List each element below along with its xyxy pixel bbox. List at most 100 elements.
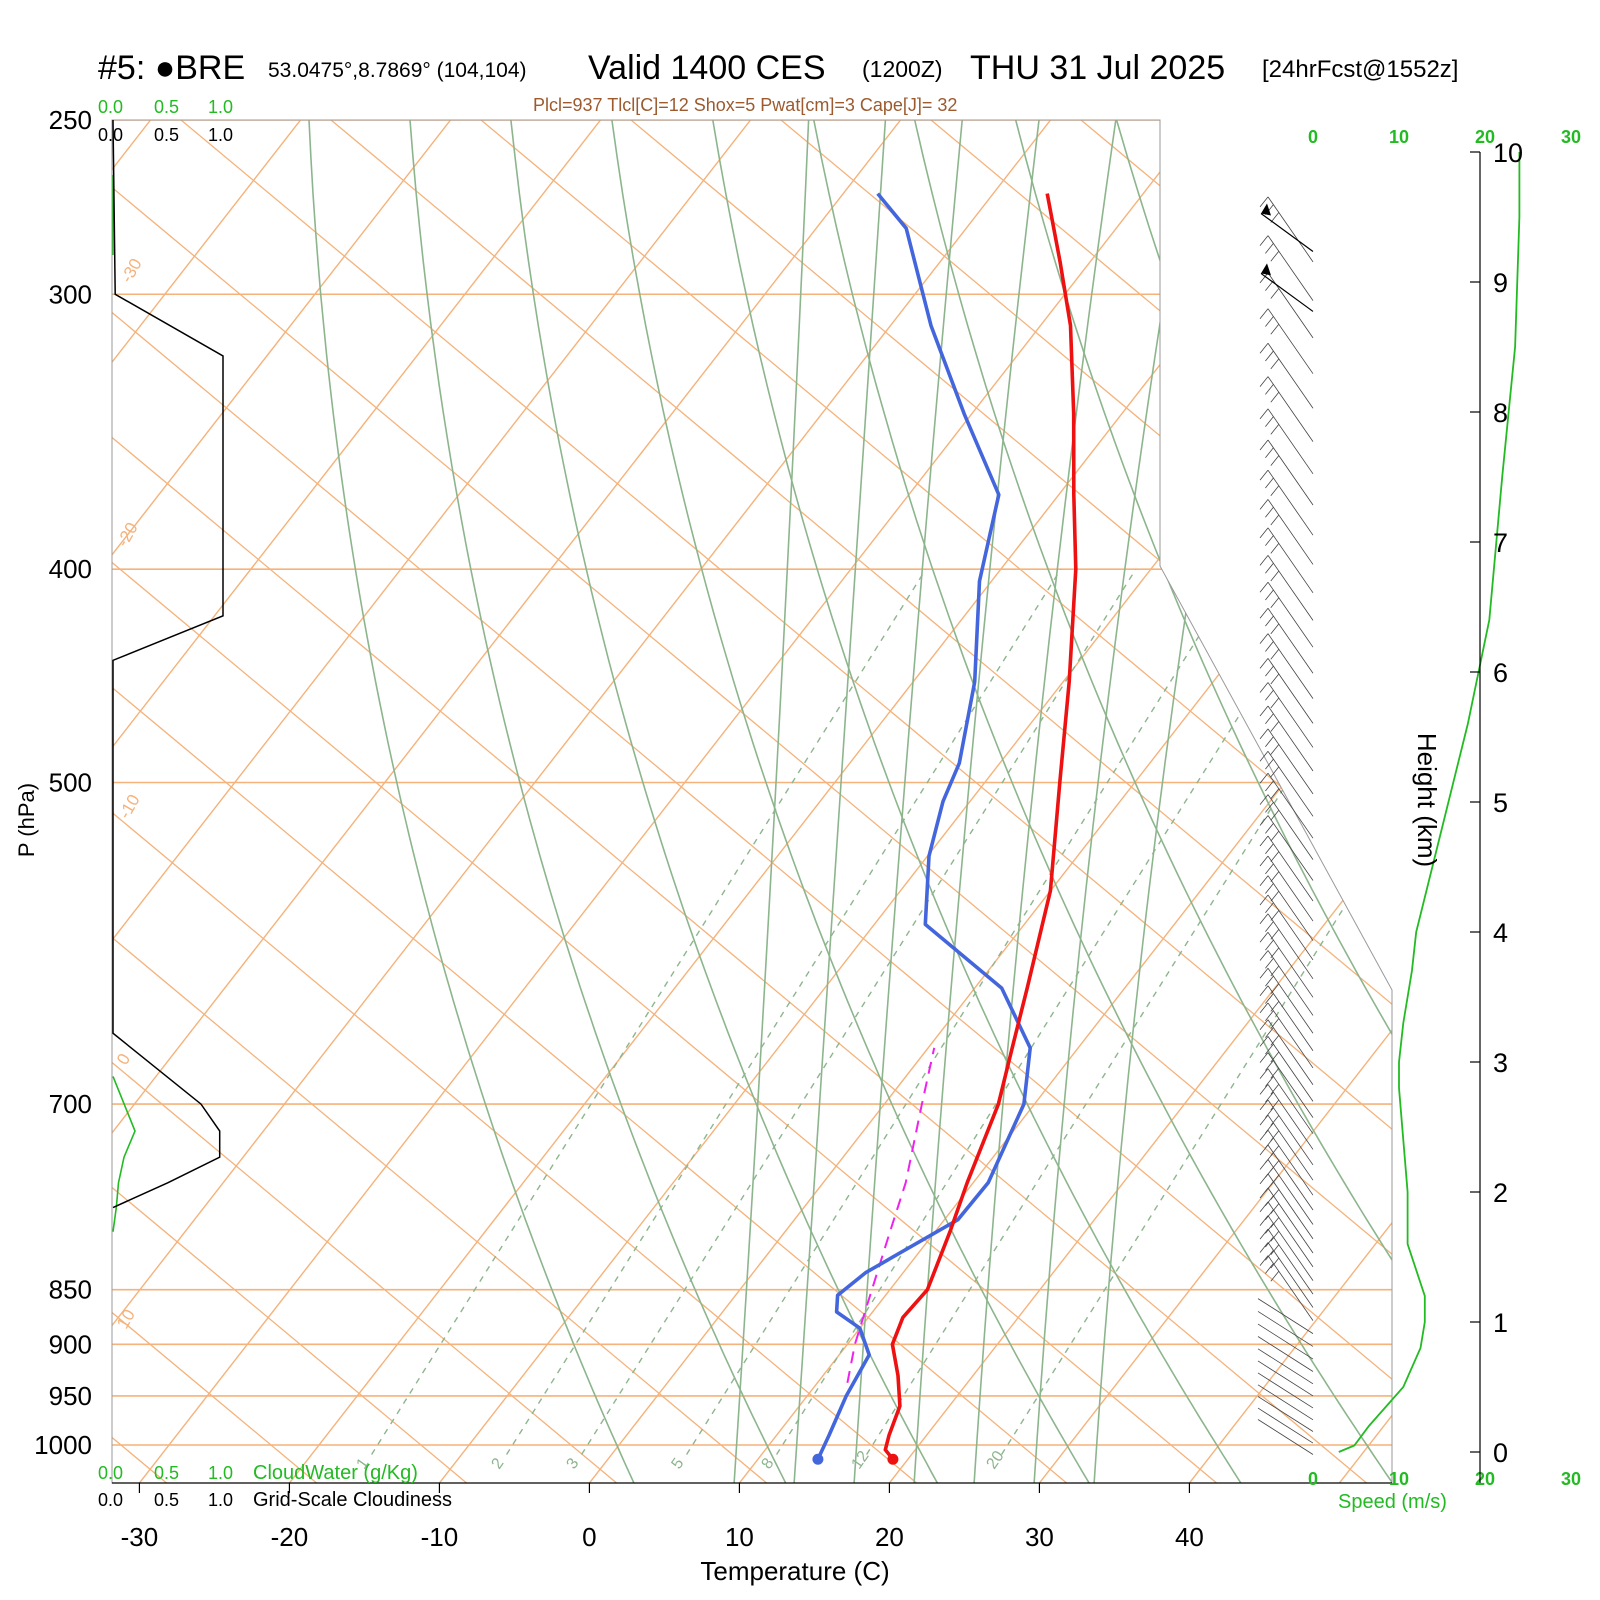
wind-barb-feather	[1259, 1068, 1269, 1079]
cloudiness-bottom-tick-0: 0.0	[98, 1490, 123, 1510]
wind-barb-feather	[1270, 965, 1280, 977]
wind-barb	[1259, 794, 1314, 860]
wind-barb-staff	[1267, 408, 1314, 475]
wind-barb-feather	[1265, 535, 1274, 546]
dry-adiabat-293	[506, 120, 943, 1483]
temperature-line	[883, 193, 1078, 1461]
moist-adiabat-24	[973, 120, 1117, 1483]
wind-barb-feather	[1270, 1068, 1280, 1079]
isotherm-0	[582, 120, 1392, 1483]
mixing-ratio-label-2: 2	[488, 1455, 507, 1472]
wind-barb-staff	[1267, 1019, 1314, 1086]
wind-barb-feather	[1270, 648, 1280, 660]
wind-barb-feather	[1265, 416, 1274, 427]
wind-barb-feather	[1270, 1217, 1280, 1228]
pressure-tick-850: 850	[49, 1275, 92, 1305]
wind-barb-feather	[1270, 1115, 1280, 1126]
wind-barb-staff	[1267, 932, 1314, 998]
isotherm--90	[112, 120, 468, 1483]
wind-barb-feather	[1270, 983, 1280, 995]
cloud-water-bottom-tick-0: 0.0	[98, 1463, 123, 1483]
pressure-tick-900: 900	[49, 1329, 92, 1359]
moist-adiabat-20	[913, 120, 1040, 1483]
wind-barb	[1259, 343, 1314, 409]
wind-barb-feather	[1270, 455, 1280, 466]
wind-barb-staff	[1257, 1396, 1314, 1432]
wind-barb	[1259, 1228, 1314, 1295]
wind-barb-feather	[1259, 1255, 1269, 1266]
wind-barb	[1259, 235, 1314, 301]
wind-barb	[1257, 1384, 1314, 1421]
wind-barb-staff	[1267, 581, 1314, 648]
wind-barb-feather	[1259, 950, 1269, 961]
wind-barb	[1259, 835, 1314, 902]
wind-barb-feather	[1259, 1114, 1269, 1126]
wind-barb-feather	[1270, 910, 1280, 921]
wind-barb	[1259, 751, 1314, 817]
wind-barb-feather	[1265, 562, 1274, 574]
profile-layer	[812, 192, 1078, 1465]
wind-barb-feather	[1265, 350, 1274, 362]
wind-barb-feather	[1270, 929, 1280, 940]
wind-barb-feather	[1270, 1099, 1280, 1111]
wind-barb-feather	[1270, 485, 1280, 497]
wind-barb-feather	[1265, 780, 1274, 792]
dry-adiabat-363	[1204, 120, 1392, 1483]
wind-barb-staff	[1267, 751, 1314, 817]
isotherm-50	[1332, 120, 1392, 1483]
wind-barb-staff	[1267, 376, 1314, 442]
wind-barb-feather	[1265, 1122, 1274, 1134]
dewpoint-line	[816, 192, 1032, 1460]
speed-bottom-tick-30: 30	[1561, 1469, 1581, 1489]
wind-speed-line	[1338, 152, 1521, 1453]
wind-barb-feather	[1259, 968, 1269, 979]
wind-barb	[1259, 1068, 1314, 1134]
wind-barb-feather	[1270, 1051, 1280, 1063]
wind-barb-staff	[1267, 682, 1314, 748]
wind-barb-feather	[1265, 447, 1274, 459]
wind-barb-staff	[1267, 815, 1314, 881]
wind-barb-feather	[1265, 1076, 1274, 1087]
station-label: #5: ●BRE	[98, 49, 245, 87]
pressure-tick-250: 250	[49, 105, 92, 135]
temperature-axis: -30 -20 -10 0 10 20 30 40	[121, 1483, 1204, 1552]
height-tick-2: 2	[1493, 1178, 1508, 1208]
wind-barb-feather	[1265, 713, 1274, 725]
height-tick-5: 5	[1493, 788, 1508, 818]
wind-barb-staff	[1267, 1228, 1314, 1295]
wind-barb-staff	[1267, 794, 1314, 860]
wind-barb-staff	[1257, 1298, 1314, 1334]
wind-barb-staff	[1267, 950, 1314, 1016]
wind-barb-feather	[1259, 581, 1269, 593]
moist-adiabat-32	[1093, 120, 1271, 1483]
cloudiness-top-tick-2: 1.0	[208, 125, 233, 145]
wind-barb-staff	[1267, 308, 1314, 374]
wind-barb-feather	[1265, 1060, 1274, 1071]
coords-label: 53.0475°,8.7869° (104,104)	[268, 59, 527, 82]
wind-barb-staff	[1267, 1002, 1314, 1069]
wind-barb	[1259, 913, 1314, 980]
dry-adiabat-333	[905, 120, 1392, 1483]
wind-barb-feather	[1265, 1250, 1274, 1261]
x-tick-10: 10	[725, 1522, 754, 1552]
wind-barb-staff	[1267, 272, 1314, 339]
speed-bottom-tick-20: 20	[1475, 1469, 1495, 1489]
mixing-ratio-1	[371, 568, 927, 1455]
cross-line-0	[112, 120, 620, 1483]
dewpoint-surface-point	[812, 1453, 824, 1465]
wind-barb-staff	[1267, 1144, 1314, 1211]
wind-barb-staff	[1267, 527, 1314, 594]
wind-barb-feather	[1265, 280, 1274, 291]
wind-barb	[1259, 705, 1314, 772]
isotherm-40	[1182, 120, 1392, 1483]
cross-line-2	[112, 120, 920, 1483]
wind-barb-feather	[1259, 875, 1269, 886]
height-tick-8: 8	[1493, 398, 1508, 428]
x-tick--20: -20	[271, 1522, 309, 1552]
cross-line-10	[438, 120, 1392, 1483]
wind-barb-feather	[1259, 658, 1269, 669]
height-axis: 0 1 2 3 4 5 6 7 8 9 10	[1470, 138, 1523, 1483]
wind-barb-feather	[1270, 766, 1280, 778]
wind-barb	[1259, 682, 1314, 748]
